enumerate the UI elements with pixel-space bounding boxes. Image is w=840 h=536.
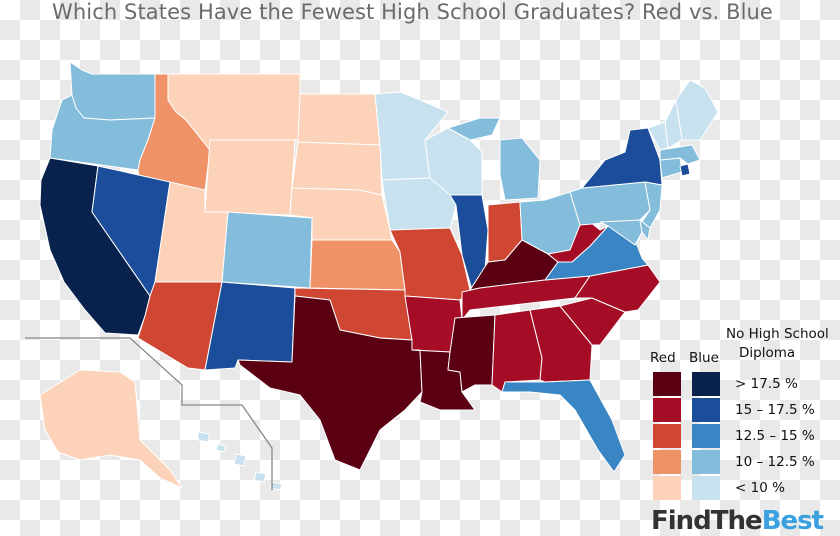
state-HI <box>197 431 283 491</box>
legend-label-2: 12.5 – 15 % <box>735 428 815 444</box>
legend-blue-header: Blue <box>689 350 719 366</box>
legend-swatch-blue-2 <box>692 424 720 448</box>
legend-red-header: Red <box>650 350 676 366</box>
state-FL <box>501 379 626 473</box>
state-CT <box>659 157 683 179</box>
legend-measure-title-line2: Diploma <box>739 345 796 361</box>
legend-swatch-red-4 <box>653 476 681 500</box>
legend-label-4: < 10 % <box>735 480 785 496</box>
legend-swatch-red-1 <box>653 398 681 422</box>
findthebest-logo: FindTheBest <box>651 506 824 536</box>
legend-label-1: 15 – 17.5 % <box>735 402 815 418</box>
legend-label-3: 10 – 12.5 % <box>735 454 815 470</box>
state-WV <box>547 221 609 263</box>
legend-swatch-blue-0 <box>692 372 720 396</box>
state-AK <box>39 369 183 489</box>
state-RI <box>679 163 691 177</box>
state-ND <box>297 93 381 146</box>
legend-swatch-red-3 <box>653 450 681 474</box>
state-TX <box>237 295 423 471</box>
legend-swatch-red-2 <box>653 424 681 448</box>
state-CO <box>221 211 313 289</box>
state-KS <box>309 239 406 291</box>
inset-dividers <box>25 337 273 490</box>
legend-swatch-blue-4 <box>692 476 720 500</box>
state-WY <box>204 139 296 216</box>
state-SC <box>559 297 626 346</box>
legend-swatch-blue-1 <box>692 398 720 422</box>
legend-label-0: > 17.5 % <box>735 376 798 392</box>
brand-part1: FindThe <box>651 506 763 536</box>
state-DE <box>639 219 651 241</box>
map-title: Which States Have the Fewest High School… <box>52 0 773 24</box>
legend-swatch-red-0 <box>653 372 681 396</box>
state-NY <box>581 127 663 189</box>
state-MA <box>659 144 701 165</box>
legend-swatch-blue-3 <box>692 450 720 474</box>
state-ME <box>675 79 719 141</box>
state-SD <box>291 141 383 196</box>
state-WA <box>69 61 156 121</box>
state-MI <box>447 117 541 201</box>
brand-part2: Best <box>761 506 824 536</box>
legend-measure-title-line1: No High School <box>726 326 829 342</box>
